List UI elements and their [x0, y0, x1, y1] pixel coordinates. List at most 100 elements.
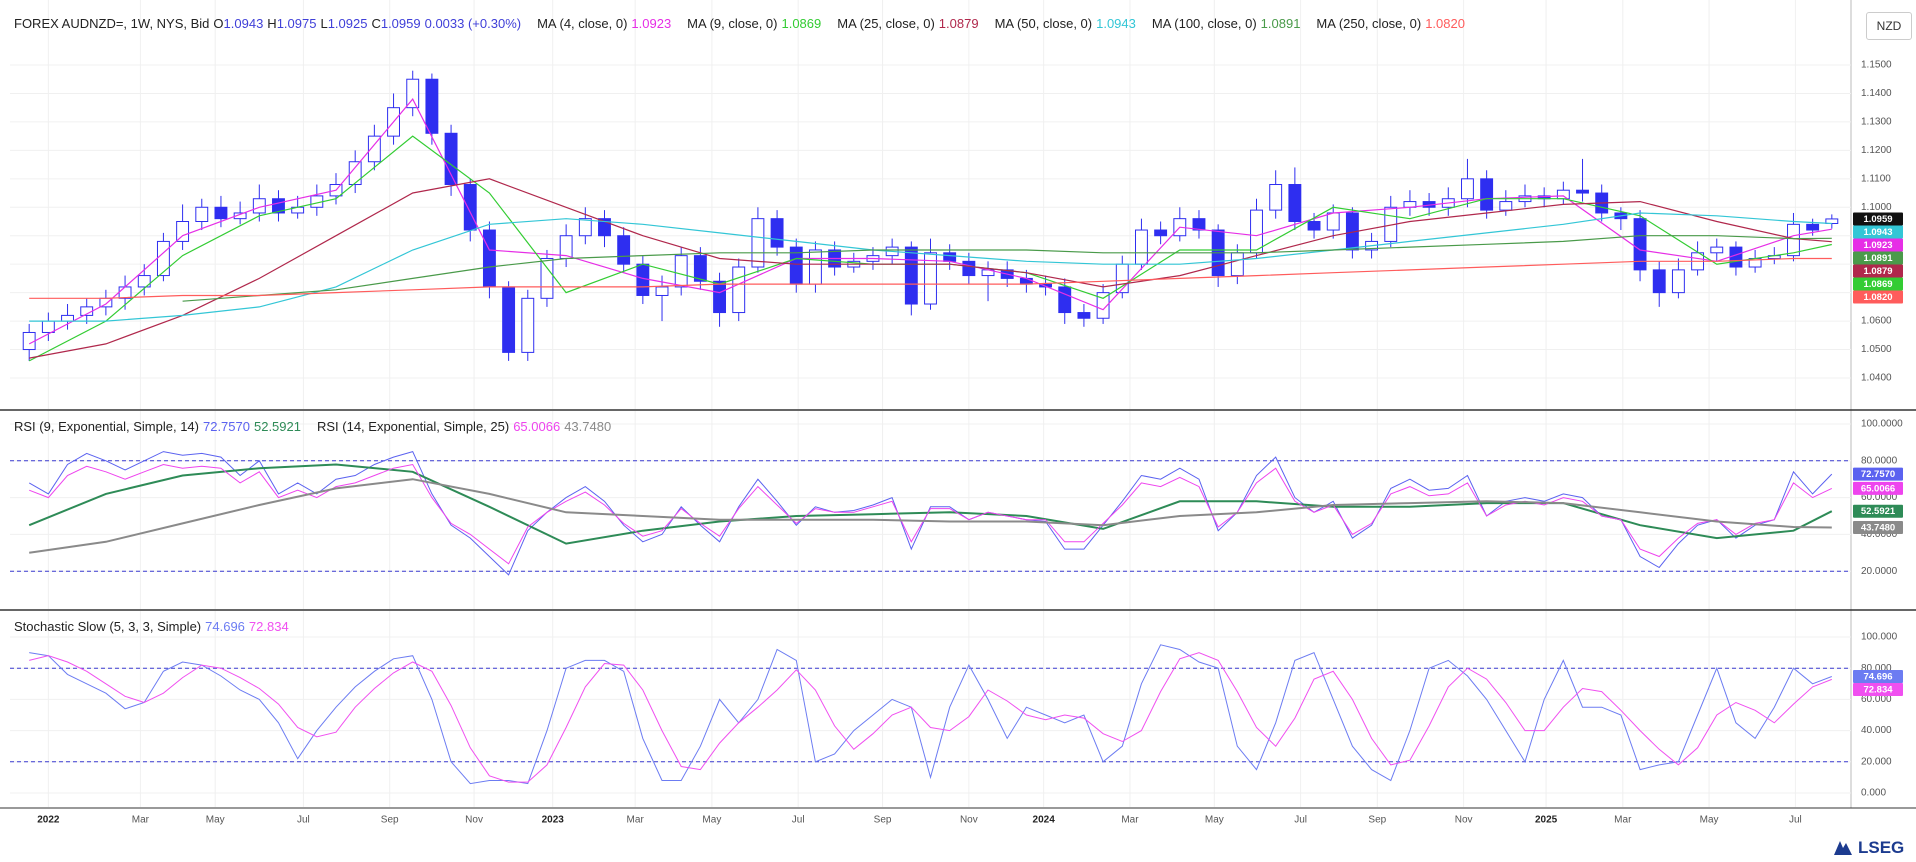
brand-name: LSEG — [1858, 838, 1905, 857]
y-tick-label: 1.0500 — [1861, 344, 1892, 355]
candle-body — [1326, 212, 1340, 231]
last-value-label: 1.0959 — [1863, 214, 1892, 225]
last-value-badge — [1853, 467, 1903, 481]
x-tick-label: May — [206, 815, 225, 826]
last-value-label: 65.0066 — [1861, 483, 1895, 494]
last-value-badge — [1853, 277, 1903, 291]
x-tick-label: 2025 — [1535, 815, 1558, 826]
candle-body — [1556, 189, 1570, 200]
candle-body — [1671, 269, 1685, 294]
candle-body — [1077, 312, 1091, 319]
candle-body — [598, 218, 611, 237]
last-value-badge — [1853, 521, 1903, 535]
ohlc-value: 1.0925 — [327, 16, 368, 31]
candle-body — [713, 280, 726, 314]
indicator-line — [28, 451, 1833, 576]
candle-body — [195, 206, 209, 222]
candle-body — [233, 212, 247, 220]
x-tick-label: Jul — [1789, 815, 1802, 826]
candle-body — [1019, 277, 1033, 285]
x-tick-label: Nov — [465, 815, 483, 826]
x-tick-label: Mar — [1121, 815, 1139, 826]
candle-body — [521, 297, 535, 353]
candle-body — [904, 246, 918, 305]
y-tick-label: 20.000 — [1861, 756, 1892, 767]
y-tick-label: 100.000 — [1861, 632, 1898, 643]
indicator-line — [29, 644, 1832, 785]
last-value-label: 43.7480 — [1861, 523, 1895, 534]
indicator-name: Stochastic Slow (5, 3, 3, Simple) — [14, 619, 202, 634]
candle-body — [1269, 184, 1283, 211]
ma-legend-name: MA (25, close, 0) — [837, 16, 935, 31]
last-value-badge — [1853, 238, 1903, 252]
indicator-line — [29, 478, 1832, 554]
indicator-line — [29, 652, 1832, 783]
brand-logo: LSEG — [1832, 838, 1904, 858]
last-value-badge — [1853, 682, 1903, 696]
currency-button[interactable]: NZD — [1866, 12, 1912, 40]
last-value-label: 52.5921 — [1861, 506, 1896, 517]
last-value-label: 1.0820 — [1863, 292, 1892, 303]
candle-body — [674, 255, 688, 288]
y-tick-label: 1.1200 — [1861, 145, 1892, 156]
candle-body — [732, 266, 746, 314]
last-value-badge — [1853, 225, 1903, 239]
last-value-badge — [1853, 504, 1903, 518]
x-tick-label: May — [1205, 815, 1224, 826]
last-value-badge — [1853, 212, 1903, 226]
ma-legend-name: MA (4, close, 0) — [537, 16, 628, 31]
last-value-label: 72.834 — [1863, 684, 1893, 695]
candle-body — [1461, 178, 1474, 200]
ma-legend-value: 1.0879 — [938, 16, 979, 31]
x-tick-label: Mar — [1614, 815, 1632, 826]
last-value-badge — [1853, 251, 1903, 265]
indicator-name: RSI (14, Exponential, Simple, 25) — [316, 419, 510, 434]
candle-body — [808, 249, 822, 285]
candle-body — [1307, 221, 1321, 231]
y-tick-label: 80.0000 — [1861, 455, 1898, 466]
candle-body — [924, 252, 937, 305]
rsi-legend: RSI (9, Exponential, Simple, 14) 72.7570 5… — [14, 419, 615, 434]
last-value-label: 1.0869 — [1863, 279, 1892, 290]
x-tick-label: Sep — [1368, 815, 1386, 826]
indicator-value: 52.5921 — [253, 419, 301, 434]
candle-body — [156, 240, 170, 277]
candle-body — [482, 229, 496, 288]
y-tick-label: 40.000 — [1861, 725, 1892, 736]
candle-body — [1710, 246, 1724, 254]
ma-legend-name: MA (9, close, 0) — [687, 16, 778, 31]
candle-body — [962, 260, 976, 277]
ohlc-key: H — [267, 16, 277, 31]
x-tick-label: Jul — [1294, 815, 1307, 826]
ohlc-key: C — [371, 16, 381, 31]
last-value-label: 1.0923 — [1863, 240, 1892, 251]
candle-body — [617, 235, 631, 265]
candle-body — [1499, 201, 1513, 211]
y-tick-label: 1.1000 — [1861, 202, 1892, 213]
candle-body — [367, 135, 381, 163]
y-tick-label: 1.0600 — [1861, 316, 1892, 327]
price-change: 0.0033 (+0.30%) — [424, 16, 522, 31]
x-tick-label: Nov — [1455, 815, 1473, 826]
indicator-value: 65.0066 — [513, 419, 561, 434]
y-tick-label: 20.0000 — [1861, 566, 1898, 577]
candle-body — [348, 161, 362, 186]
x-tick-label: May — [702, 815, 721, 826]
candle-body — [1154, 229, 1168, 237]
moving-average-line — [29, 178, 1832, 359]
ohlc-value: 1.0943 — [223, 16, 264, 31]
moving-average-line — [29, 212, 1832, 322]
candle-body — [118, 286, 132, 299]
candle-body — [1250, 209, 1263, 254]
logo-icon — [1834, 841, 1852, 855]
candle-body — [1806, 223, 1820, 231]
x-tick-label: Mar — [132, 815, 150, 826]
indicator-value: 74.696 — [205, 619, 245, 634]
candle-body — [176, 221, 190, 242]
x-tick-label: Nov — [960, 815, 978, 826]
ma-legend-value: 1.0869 — [781, 16, 822, 31]
candle-body — [41, 320, 55, 333]
candle-body — [502, 286, 516, 353]
candle-body — [1729, 246, 1743, 268]
